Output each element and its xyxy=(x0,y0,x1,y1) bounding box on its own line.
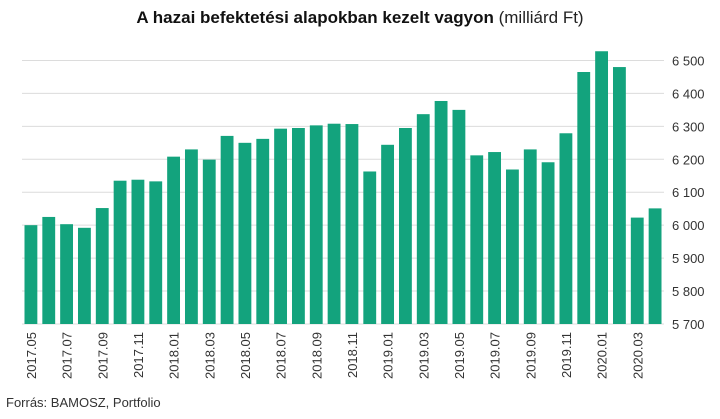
bar-2019.12 xyxy=(577,72,591,324)
x-tick-label: 2019.11 xyxy=(559,332,574,378)
bar-2020.03 xyxy=(630,217,644,324)
x-tick-label: 2019.09 xyxy=(523,332,538,379)
x-tick-label: 2020.03 xyxy=(630,332,645,379)
chart-title-main: A hazai befektetési alapokban kezelt vag… xyxy=(136,8,494,27)
bar-2018.03 xyxy=(202,159,216,324)
y-tick-label: 6 400 xyxy=(672,86,705,101)
x-tick-label: 2019.07 xyxy=(488,332,503,379)
bar-2018.06 xyxy=(256,138,270,324)
bars xyxy=(24,51,662,324)
bar-2017.07 xyxy=(60,224,74,324)
bar-2017.05 xyxy=(24,225,38,324)
x-tick-label: 2018.01 xyxy=(167,332,182,379)
bar-2020.01 xyxy=(595,51,609,324)
bar-2019.02 xyxy=(398,128,412,324)
x-tick-label: 2017.07 xyxy=(60,332,75,379)
bar-2018.05 xyxy=(238,142,252,324)
bar-2018.01 xyxy=(167,156,181,324)
x-tick-label: 2019.01 xyxy=(381,332,396,379)
bar-2019.10 xyxy=(541,162,555,324)
bar-2017.08 xyxy=(77,227,91,324)
x-tick-label: 2018.03 xyxy=(202,332,217,379)
bar-2017.11 xyxy=(131,179,145,324)
chart-title: A hazai befektetési alapokban kezelt vag… xyxy=(0,8,720,28)
x-tick-label: 2018.07 xyxy=(274,332,289,379)
source-note: Forrás: BAMOSZ, Portfolio xyxy=(6,395,161,410)
y-axis-tick-labels: 5 700 5 800 5 900 6 000 6 100 6 200 6 300 6 400… xyxy=(672,53,705,332)
x-tick-label: 2017.09 xyxy=(95,332,110,379)
bar-2017.09 xyxy=(95,208,109,324)
bar-2018.02 xyxy=(184,149,198,324)
y-tick-label: 6 300 xyxy=(672,119,705,134)
bar-2018.12 xyxy=(363,171,377,324)
bar-2017.10 xyxy=(113,180,127,324)
bar-2018.08 xyxy=(291,128,305,324)
x-tick-label: 2017.11 xyxy=(131,332,146,378)
y-tick-label: 5 900 xyxy=(672,251,705,266)
bar-2019.05 xyxy=(452,109,466,324)
bar-2019.08 xyxy=(505,169,519,324)
bar-2018.09 xyxy=(309,125,323,324)
bar-2020.04 xyxy=(648,208,662,324)
bar-2019.07 xyxy=(488,152,502,324)
x-tick-label: 2017.05 xyxy=(24,332,39,379)
x-axis-tick-labels: 2017.05 2017.07 2017.09 2017.11 2018.01 2018.… xyxy=(24,332,645,379)
bar-2017.06 xyxy=(42,216,56,324)
bar-2019.06 xyxy=(470,155,484,324)
bar-2019.09 xyxy=(523,149,537,324)
bar-2018.11 xyxy=(345,124,359,324)
bar-2020.02 xyxy=(612,67,626,324)
x-tick-label: 2019.03 xyxy=(416,332,431,379)
bar-2019.04 xyxy=(434,100,448,324)
bar-2019.01 xyxy=(381,144,395,324)
y-tick-label: 5 700 xyxy=(672,317,705,332)
x-tick-label: 2019.05 xyxy=(452,332,467,379)
y-tick-label: 5 800 xyxy=(672,284,705,299)
chart-title-unit: (milliárd Ft) xyxy=(498,8,584,27)
bar-2019.03 xyxy=(416,114,430,324)
bar-2019.11 xyxy=(559,133,573,324)
bar-2018.07 xyxy=(274,128,288,324)
y-tick-label: 6 000 xyxy=(672,218,705,233)
grid-lines xyxy=(22,59,664,325)
y-tick-label: 6 200 xyxy=(672,152,705,167)
y-tick-label: 6 500 xyxy=(672,53,705,68)
bar-2018.04 xyxy=(220,135,234,324)
bar-2017.12 xyxy=(149,181,163,324)
x-tick-label: 2018.11 xyxy=(345,332,360,378)
x-tick-label: 2018.09 xyxy=(309,332,324,379)
bar-2018.10 xyxy=(327,123,341,324)
y-tick-label: 6 100 xyxy=(672,185,705,200)
x-tick-label: 2020.01 xyxy=(595,332,610,379)
x-tick-label: 2018.05 xyxy=(238,332,253,379)
